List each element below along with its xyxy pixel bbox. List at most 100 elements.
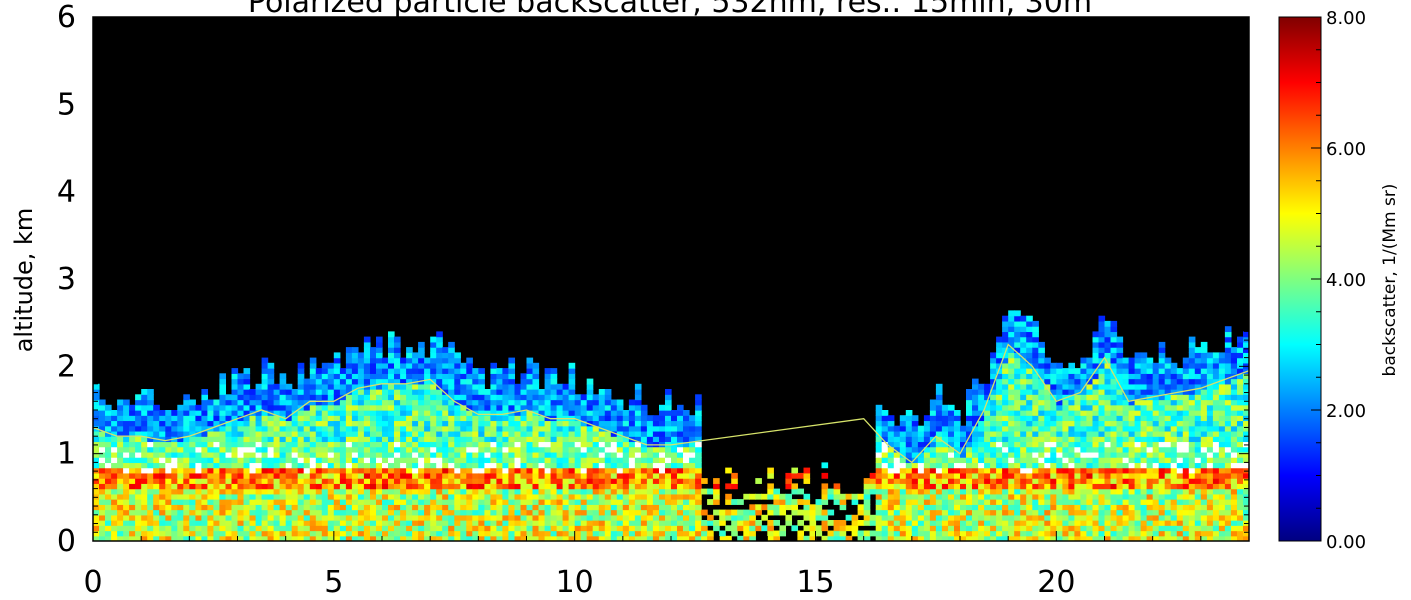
heatmap-cell — [243, 415, 251, 422]
heatmap-cell — [875, 446, 883, 453]
heatmap-cell — [665, 514, 672, 521]
heatmap-cell — [598, 410, 606, 416]
heatmap-cell — [526, 520, 534, 526]
heatmap-cell — [472, 462, 479, 469]
heatmap-cell — [683, 415, 690, 422]
heatmap-cell — [285, 441, 293, 448]
heatmap-cell — [1104, 431, 1112, 437]
heatmap-cell — [207, 525, 215, 532]
heatmap-cell — [496, 425, 504, 432]
heatmap-cell — [526, 425, 534, 432]
heatmap-cell — [550, 493, 558, 500]
heatmap-cell — [1170, 478, 1178, 484]
heatmap-cell — [520, 425, 528, 432]
heatmap-cell — [1026, 352, 1033, 359]
heatmap-cell — [159, 520, 166, 526]
heatmap-cell — [574, 483, 582, 490]
heatmap-cell — [1056, 520, 1063, 526]
heatmap-cell — [1164, 446, 1172, 453]
heatmap-cell — [568, 499, 576, 505]
heatmap-cell — [941, 425, 949, 432]
heatmap-cell — [923, 441, 931, 448]
heatmap-cell — [394, 415, 401, 422]
heatmap-cell — [478, 389, 485, 395]
heatmap-cell — [255, 399, 263, 406]
heatmap-cell — [1128, 436, 1136, 443]
heatmap-cell — [1128, 488, 1136, 495]
heatmap-cell — [634, 425, 642, 432]
heatmap-cell — [659, 535, 666, 541]
heatmap-cell — [568, 472, 576, 479]
heatmap-cell — [1008, 483, 1015, 490]
heatmap-cell — [303, 457, 311, 464]
heatmap-cell — [321, 451, 329, 458]
heatmap-cell — [911, 446, 919, 453]
heatmap-cell — [345, 488, 353, 495]
heatmap-cell — [418, 462, 425, 469]
heatmap-cell — [532, 441, 540, 448]
heatmap-cell — [544, 525, 552, 532]
heatmap-cell — [153, 535, 160, 541]
heatmap-cell — [550, 514, 558, 521]
heatmap-cell — [1020, 420, 1027, 427]
heatmap-cell — [984, 425, 991, 432]
heatmap-cell — [99, 520, 106, 526]
heatmap-cell — [117, 431, 124, 437]
heatmap-cell — [309, 472, 317, 479]
heatmap-cell — [309, 499, 317, 505]
heatmap-cell — [297, 514, 305, 521]
heatmap-cell — [737, 525, 744, 532]
heatmap-cell — [544, 451, 552, 458]
heatmap-cell — [586, 389, 594, 395]
heatmap-cell — [508, 493, 516, 500]
heatmap-cell — [508, 488, 516, 495]
heatmap-cell — [905, 472, 913, 479]
heatmap-cell — [1146, 389, 1154, 395]
heatmap-cell — [1098, 493, 1106, 500]
heatmap-cell — [418, 483, 425, 490]
heatmap-cell — [183, 436, 190, 443]
heatmap-cell — [1086, 493, 1094, 500]
heatmap-cell — [165, 451, 172, 458]
heatmap-cell — [99, 462, 106, 469]
heatmap-cell — [237, 378, 245, 385]
heatmap-cell — [1020, 488, 1027, 495]
heatmap-cell — [406, 404, 413, 411]
heatmap-cell — [370, 535, 377, 541]
heatmap-cell — [941, 446, 949, 453]
heatmap-cell — [321, 493, 329, 500]
heatmap-cell — [297, 389, 305, 395]
heatmap-cell — [526, 493, 534, 500]
heatmap-cell — [297, 504, 305, 511]
heatmap-cell — [1128, 451, 1136, 458]
heatmap-cell — [388, 509, 395, 516]
heatmap-cell — [1134, 472, 1142, 479]
heatmap-cell — [484, 431, 492, 437]
heatmap-cell — [478, 425, 485, 432]
heatmap-cell — [370, 415, 377, 422]
heatmap-cell — [1032, 493, 1039, 500]
heatmap-cell — [430, 362, 437, 369]
heatmap-cell — [418, 341, 425, 348]
heatmap-cell — [508, 457, 516, 464]
heatmap-cell — [592, 467, 600, 474]
heatmap-cell — [183, 441, 190, 448]
heatmap-cell — [490, 383, 498, 390]
heatmap-cell — [562, 383, 570, 390]
heatmap-cell — [544, 478, 552, 484]
heatmap-cell — [1056, 373, 1063, 380]
heatmap-cell — [749, 504, 756, 511]
heatmap-cell — [550, 420, 558, 427]
heatmap-cell — [448, 415, 455, 422]
heatmap-cell — [941, 478, 949, 484]
heatmap-cell — [773, 493, 781, 500]
heatmap-cell — [159, 483, 166, 490]
heatmap-cell — [213, 431, 221, 437]
heatmap-cell — [978, 520, 985, 526]
heatmap-cell — [622, 520, 630, 526]
heatmap-cell — [502, 431, 510, 437]
heatmap-cell — [496, 404, 504, 411]
heatmap-cell — [93, 493, 100, 500]
heatmap-cell — [532, 499, 540, 505]
heatmap-cell — [502, 383, 510, 390]
